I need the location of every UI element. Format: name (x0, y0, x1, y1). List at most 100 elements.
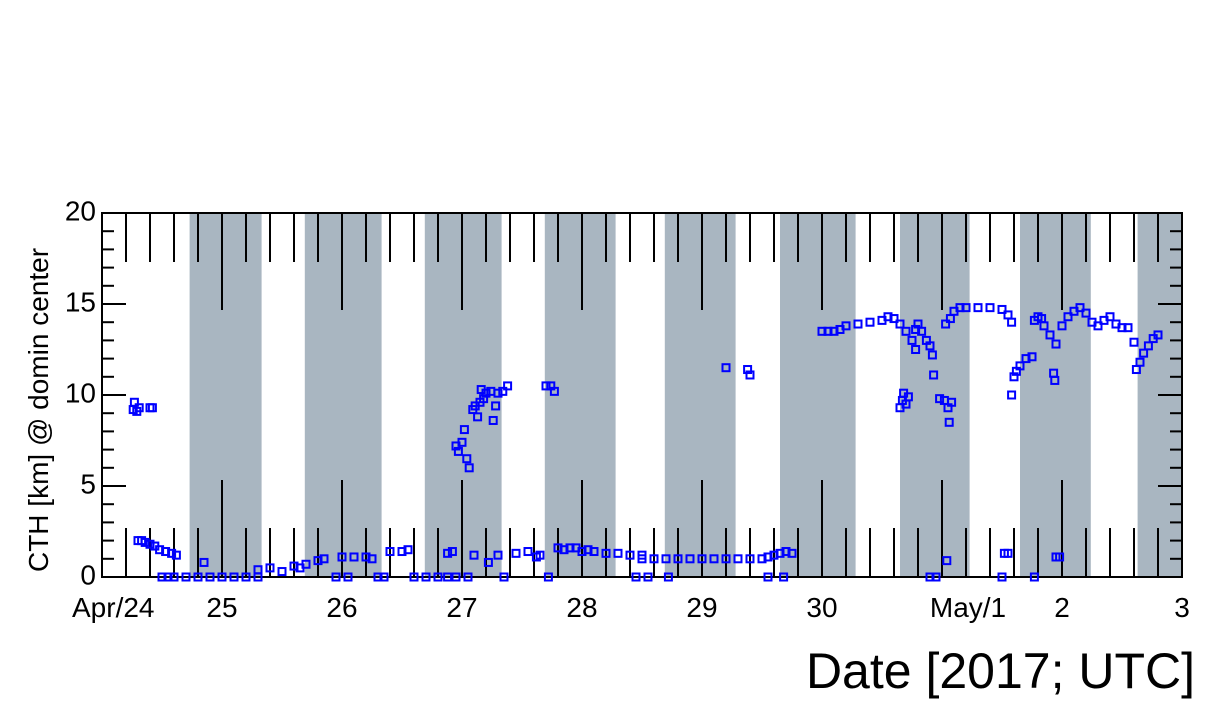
data-point (745, 554, 755, 564)
data-point (337, 552, 347, 562)
data-point (319, 554, 329, 564)
data-point (841, 321, 851, 331)
data-point (265, 563, 275, 573)
data-point (1050, 375, 1060, 385)
data-point (907, 335, 917, 345)
data-point (479, 394, 489, 404)
data-point (217, 572, 227, 582)
data-point (944, 417, 954, 427)
data-point (531, 552, 541, 562)
data-point (673, 554, 683, 564)
data-point (929, 370, 939, 380)
data-point (463, 572, 473, 582)
data-point (1143, 341, 1153, 351)
data-point (140, 537, 150, 547)
data-point (865, 317, 875, 327)
data-point (663, 572, 673, 582)
data-point (498, 386, 508, 396)
data-point (1093, 321, 1103, 331)
data-point (853, 319, 863, 329)
x-tick-label: 3 (1174, 592, 1190, 623)
data-point (697, 554, 707, 564)
shaded-region (780, 213, 856, 577)
data-point (253, 565, 263, 575)
data-point (511, 548, 521, 558)
x-tick-label: May/1 (930, 592, 1006, 623)
data-point (1003, 548, 1013, 558)
data-point (1027, 352, 1037, 362)
data-point (1081, 308, 1091, 318)
data-point (457, 437, 467, 447)
data-point (787, 548, 797, 558)
data-point (935, 394, 945, 404)
data-point (889, 314, 899, 324)
data-point (443, 572, 453, 582)
data-point (491, 401, 501, 411)
data-point (469, 550, 479, 560)
data-point (779, 572, 789, 582)
data-point (685, 554, 695, 564)
data-point (1135, 357, 1145, 367)
data-point (1045, 330, 1055, 340)
data-point (331, 572, 341, 582)
data-point (343, 572, 353, 582)
data-point (488, 415, 498, 425)
data-point (199, 557, 209, 567)
data-point (927, 350, 937, 360)
shaded-region (304, 213, 382, 577)
data-point (649, 554, 659, 564)
data-point (523, 547, 533, 557)
data-point (205, 572, 215, 582)
data-point (443, 548, 453, 558)
data-point (942, 556, 952, 566)
data-point (451, 572, 461, 582)
data-point (733, 554, 743, 564)
data-point (1029, 572, 1039, 582)
x-tick-label: 30 (806, 592, 837, 623)
data-point (193, 572, 203, 582)
data-point (1123, 323, 1133, 333)
y-axis-label: CTH [km] @ domin center (23, 248, 54, 572)
data-point (147, 403, 157, 413)
data-point (601, 548, 611, 558)
data-point (1129, 337, 1139, 347)
data-point (911, 345, 921, 354)
data-point (625, 550, 635, 560)
y-tick-label: 15 (65, 286, 96, 317)
data-point (1063, 312, 1073, 322)
data-point (385, 547, 395, 557)
data-point (1009, 372, 1019, 382)
data-point (901, 326, 911, 336)
data-point (549, 386, 559, 396)
plot-frame (101, 212, 1183, 578)
data-point (997, 572, 1007, 582)
data-point (503, 381, 513, 391)
data-point (145, 403, 155, 413)
data-point (895, 319, 905, 329)
data-point (763, 572, 773, 582)
data-point (589, 547, 599, 557)
data-point (421, 572, 431, 582)
y-tick-label: 5 (80, 468, 96, 499)
data-point (171, 550, 181, 560)
data-point (301, 559, 311, 569)
data-point (453, 446, 463, 456)
x-tick-label: 28 (566, 592, 597, 623)
data-point (433, 572, 443, 582)
data-point (181, 572, 191, 582)
data-point (709, 554, 719, 564)
data-point (1153, 330, 1163, 340)
y-tick-label: 0 (80, 559, 96, 590)
data-point (961, 303, 971, 313)
x-axis-label: Date [2017; UTC] (806, 643, 1195, 699)
data-point (1051, 339, 1061, 349)
data-point (637, 554, 647, 564)
data-point (917, 326, 927, 336)
data-point (745, 370, 755, 380)
data-point (447, 547, 457, 557)
data-point (1057, 321, 1067, 331)
data-point (241, 572, 251, 582)
data-point (129, 397, 139, 407)
data-point (1105, 312, 1115, 322)
data-point (229, 572, 239, 582)
